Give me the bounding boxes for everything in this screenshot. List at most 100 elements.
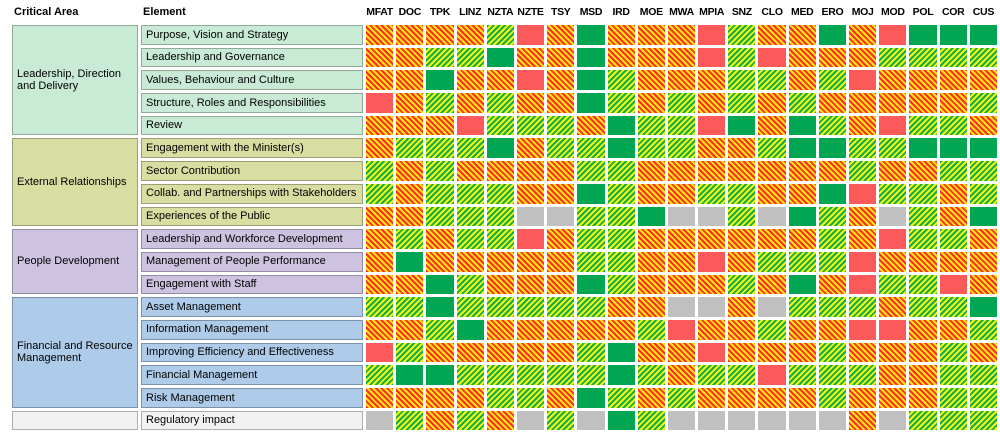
rating-cell [909,115,937,136]
rating-cell [547,206,575,227]
rating-cell [366,274,394,295]
rating-cell [909,251,937,272]
rating-cell [758,138,786,159]
column-header-moe: MOE [637,1,665,22]
rating-cell [577,297,605,317]
rating-cell [547,47,575,68]
rating-cell [909,365,937,385]
rating-cell [577,25,605,45]
rating-cell [637,47,665,68]
rating-cell [758,229,786,249]
rating-cell [939,342,967,363]
rating-cell [969,274,997,295]
rating-cell [879,70,907,91]
rating-cell [849,365,877,385]
rating-cell [396,410,424,431]
rating-cell [818,365,847,385]
rating-cell [516,115,545,136]
rating-cell [366,365,394,385]
rating-cell [637,161,665,181]
rating-cell [879,274,907,295]
element-label: Asset Management [141,297,363,317]
rating-cell [939,274,967,295]
element-label: Engagement with Staff [141,274,363,295]
rating-cell [818,47,847,68]
rating-cell [547,115,575,136]
rating-cell [486,183,514,204]
rating-cell [486,251,514,272]
rating-cell [728,70,756,91]
rating-cell [516,229,545,249]
rating-cell [637,388,665,408]
critical-area-header: Critical Area [12,1,138,22]
column-header-cor: COR [939,1,967,22]
rating-cell [969,115,997,136]
rating-cell [939,229,967,249]
rating-cell [698,229,726,249]
rating-cell [486,25,514,45]
rating-cell [909,229,937,249]
column-header-mpia: MPIA [698,1,726,22]
rating-cell [426,161,454,181]
rating-cell [486,93,514,113]
column-header-ird: IRD [607,1,635,22]
rating-cell [788,206,816,227]
rating-cell [788,115,816,136]
rating-cell [879,93,907,113]
rating-cell [607,47,635,68]
rating-cell [758,25,786,45]
element-label: Risk Management [141,388,363,408]
rating-cell [939,93,967,113]
rating-cell [366,183,394,204]
rating-cell [667,342,696,363]
rating-cell [909,388,937,408]
rating-cell [939,47,967,68]
rating-cell [788,138,816,159]
rating-cell [426,274,454,295]
rating-cell [728,274,756,295]
rating-cell [396,183,424,204]
rating-cell [909,93,937,113]
column-header-nzte: NZTE [516,1,545,22]
rating-cell [728,229,756,249]
element-label: Review [141,115,363,136]
rating-cell [728,410,756,431]
rating-cell [547,388,575,408]
rating-cell [366,342,394,363]
rating-cell [426,319,454,340]
rating-cell [849,297,877,317]
rating-cell [667,365,696,385]
rating-cell [728,251,756,272]
rating-cell [788,251,816,272]
rating-cell [637,342,665,363]
rating-cell [396,161,424,181]
rating-cell [667,183,696,204]
rating-cell [969,183,997,204]
heatmap-grid: Critical Area Element MFAT DOC TPK LINZ NZTA… [12,1,997,431]
rating-cell [969,388,997,408]
rating-cell [909,410,937,431]
rating-cell [849,274,877,295]
rating-cell [456,183,484,204]
rating-cell [818,388,847,408]
rating-cell [818,251,847,272]
rating-cell [607,319,635,340]
rating-cell [396,206,424,227]
rating-cell [849,25,877,45]
rating-cell [818,115,847,136]
rating-cell [698,25,726,45]
rating-cell [637,251,665,272]
rating-cell [758,93,786,113]
rating-cell [788,70,816,91]
rating-cell [939,297,967,317]
rating-cell [516,251,545,272]
rating-cell [667,93,696,113]
rating-cell [547,297,575,317]
rating-cell [909,297,937,317]
rating-cell [879,138,907,159]
rating-cell [486,274,514,295]
rating-cell [969,251,997,272]
rating-cell [637,229,665,249]
rating-cell [818,274,847,295]
critical-area-cell: External Relationships [12,138,138,227]
